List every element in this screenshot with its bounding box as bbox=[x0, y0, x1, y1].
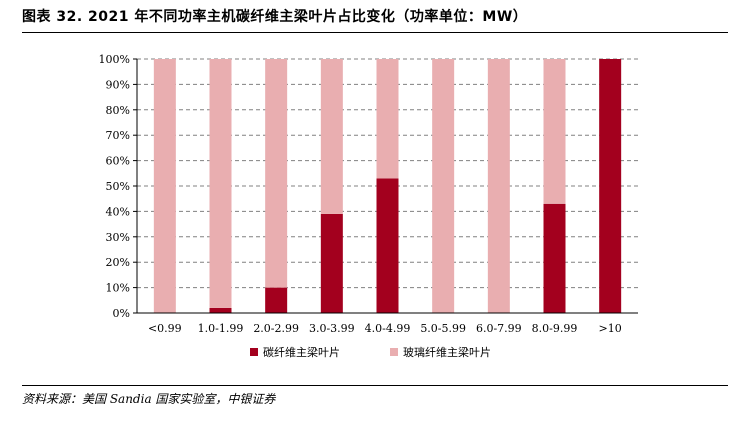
bars bbox=[153, 59, 622, 313]
x-tick-label: 2.0-2.99 bbox=[253, 322, 299, 335]
x-tick-label: 3.0-3.99 bbox=[309, 322, 355, 335]
bar-segment bbox=[209, 307, 232, 313]
source-rule bbox=[22, 385, 728, 386]
y-tick-label: 80% bbox=[106, 104, 130, 117]
axes: 0% 10% 20% 30% 40% 50% 60% 70% 80% 90% 100% <0.99 1.… bbox=[99, 53, 638, 335]
bar-segment bbox=[432, 59, 455, 313]
legend-swatch bbox=[390, 348, 398, 356]
y-tick-label: 10% bbox=[106, 282, 130, 295]
y-tick-label: 90% bbox=[106, 78, 130, 91]
x-tick-label: 1.0-1.99 bbox=[198, 322, 244, 335]
y-tick-label: 70% bbox=[106, 129, 130, 142]
title-rule bbox=[22, 32, 728, 33]
bar-segment bbox=[265, 287, 288, 313]
legend-swatch bbox=[250, 348, 258, 356]
bar-segment bbox=[209, 59, 232, 308]
legend-label: 玻璃纤维主梁叶片 bbox=[403, 345, 491, 359]
legend: 碳纤维主梁叶片 玻璃纤维主梁叶片 bbox=[250, 345, 491, 359]
bar-segment bbox=[320, 59, 343, 214]
bar-segment bbox=[376, 178, 399, 313]
legend-label: 碳纤维主梁叶片 bbox=[263, 345, 340, 359]
x-tick-label: <0.99 bbox=[148, 322, 182, 335]
bar-segment bbox=[376, 59, 399, 179]
y-tick-label: 100% bbox=[99, 53, 130, 66]
y-tick-label: 60% bbox=[106, 155, 130, 168]
bar-segment bbox=[320, 213, 343, 313]
x-tick-label: 8.0-9.99 bbox=[532, 322, 578, 335]
bar-segment bbox=[265, 59, 288, 288]
x-tick-label: 5.0-5.99 bbox=[420, 322, 466, 335]
x-tick-label: 4.0-4.99 bbox=[365, 322, 411, 335]
bar-segment bbox=[543, 59, 566, 204]
x-tick-label: 6.0-7.99 bbox=[476, 322, 522, 335]
bar-segment bbox=[599, 59, 622, 313]
source-note: 资料来源：美国 Sandia 国家实验室，中银证券 bbox=[22, 392, 276, 406]
bar-segment bbox=[153, 59, 176, 313]
y-tick-label: 0% bbox=[113, 307, 130, 320]
bar-segment bbox=[543, 203, 566, 313]
y-tick-label: 40% bbox=[106, 205, 130, 218]
y-tick-label: 20% bbox=[106, 256, 130, 269]
bar-segment bbox=[487, 59, 510, 313]
figure-title: 图表 32. 2021 年不同功率主机碳纤维主梁叶片占比变化（功率单位：MW） bbox=[22, 9, 528, 25]
y-tick-label: 30% bbox=[106, 231, 130, 244]
x-tick-label: >10 bbox=[599, 322, 622, 335]
y-tick-label: 50% bbox=[106, 180, 130, 193]
